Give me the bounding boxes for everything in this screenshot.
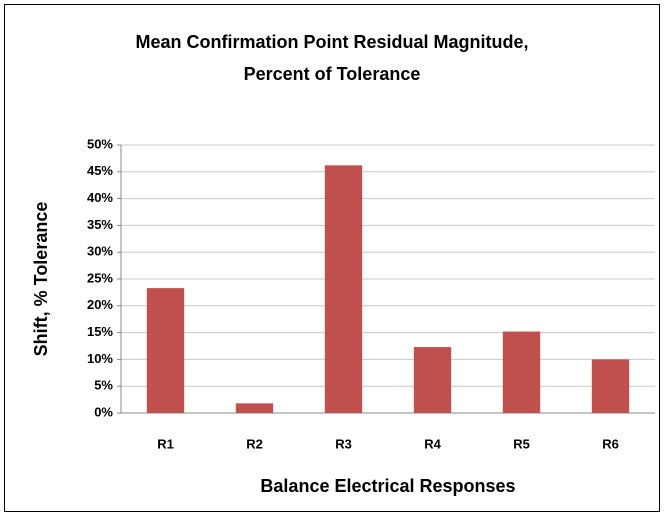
x-tick-label: R2 xyxy=(246,436,263,451)
x-tick-label: R4 xyxy=(424,436,441,451)
y-axis-title: Shift, % Tolerance xyxy=(31,202,51,357)
x-tick-label: R6 xyxy=(602,436,619,451)
bar xyxy=(146,288,185,413)
y-tick-label: 20% xyxy=(87,297,113,312)
y-tick-label: 15% xyxy=(87,324,113,339)
chart-title: Percent of Tolerance xyxy=(244,64,421,84)
x-axis-title: Balance Electrical Responses xyxy=(260,476,515,496)
y-tick-label: 10% xyxy=(87,351,113,366)
x-tick-label: R1 xyxy=(157,436,174,451)
chart-title: Mean Confirmation Point Residual Magnitu… xyxy=(135,32,528,52)
bar xyxy=(591,359,630,413)
x-tick-label: R5 xyxy=(513,436,530,451)
y-tick-label: 45% xyxy=(87,163,113,178)
bar xyxy=(235,403,274,413)
y-tick-label: 35% xyxy=(87,217,113,232)
y-tick-label: 40% xyxy=(87,190,113,205)
y-tick-label: 25% xyxy=(87,270,113,285)
bar xyxy=(324,165,363,413)
y-tick-label: 0% xyxy=(94,404,113,419)
y-tick-label: 50% xyxy=(87,136,113,151)
y-tick-label: 30% xyxy=(87,244,113,259)
y-tick-label: 5% xyxy=(94,378,113,393)
x-tick-label: R3 xyxy=(335,436,352,451)
bar xyxy=(413,347,452,413)
bar xyxy=(502,331,541,413)
